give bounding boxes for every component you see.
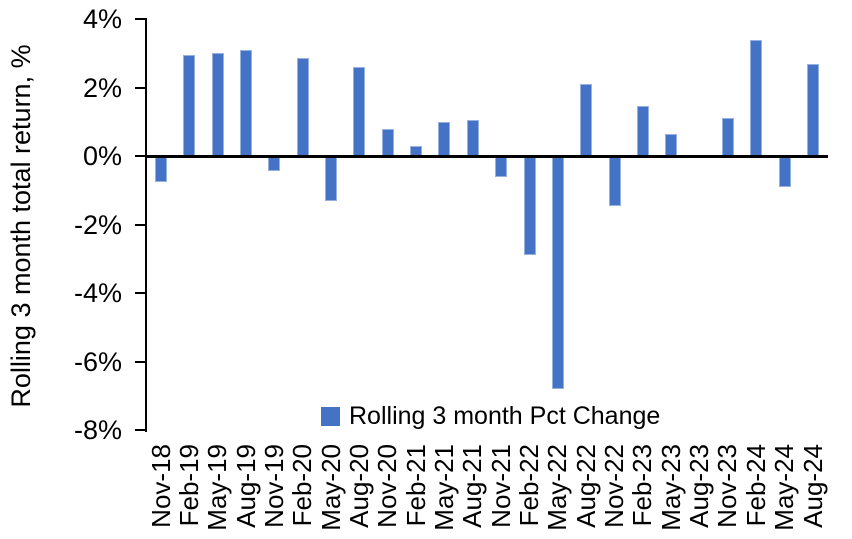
x-tick-label: May-24	[769, 444, 800, 531]
y-tick-mark	[135, 223, 147, 226]
y-tick-label: -4%	[73, 278, 122, 308]
bar	[636, 106, 649, 156]
x-tick-label: Nov-19	[258, 444, 289, 528]
bar	[325, 156, 338, 201]
bar	[155, 156, 167, 182]
y-tick-label: -8%	[73, 415, 122, 445]
legend-swatch-icon	[321, 407, 340, 426]
y-tick-mark	[135, 18, 147, 20]
y-tick-mark	[135, 86, 147, 89]
bar	[438, 121, 451, 156]
y-tick-label: -2%	[73, 209, 122, 240]
x-tick-label: Feb-20	[287, 444, 318, 527]
x-tick-label: Nov-20	[372, 444, 403, 528]
x-tick-label: Aug-19	[230, 444, 261, 528]
x-tick-label: May-20	[315, 444, 346, 531]
bar	[240, 49, 253, 156]
bar	[778, 156, 791, 187]
bar	[268, 156, 281, 172]
x-tick-label: Feb-22	[514, 444, 545, 527]
x-tick-label: Nov-23	[712, 444, 743, 528]
bar	[381, 128, 394, 156]
bar	[580, 84, 593, 156]
x-tick-label: May-19	[202, 444, 233, 531]
bar	[721, 118, 734, 156]
x-axis-zero-line	[145, 154, 828, 158]
bar	[495, 156, 508, 177]
x-tick-label: Nov-21	[485, 444, 516, 528]
y-tick-label: 2%	[82, 72, 122, 103]
y-tick-mark	[135, 292, 147, 294]
y-axis-line	[145, 19, 147, 432]
y-tick-mark	[135, 360, 147, 363]
bar	[211, 53, 224, 156]
x-tick-label: May-23	[655, 444, 686, 531]
y-tick-label: -6%	[73, 346, 122, 377]
bar	[551, 156, 564, 389]
y-tick-label: 0%	[82, 141, 122, 171]
x-tick-label: Feb-21	[400, 444, 431, 527]
y-tick-mark	[135, 429, 147, 431]
legend-label: Rolling 3 month Pct Change	[349, 402, 661, 430]
x-tick-label: Aug-23	[684, 444, 715, 528]
y-tick-label: 4%	[82, 4, 122, 34]
x-tick-label: May-22	[542, 444, 573, 531]
x-tick-label: Feb-24	[740, 444, 771, 527]
bar	[183, 54, 196, 156]
bar	[807, 63, 819, 156]
bar	[296, 58, 309, 156]
x-tick-label: Nov-22	[599, 444, 630, 528]
x-tick-label: Aug-20	[343, 444, 374, 528]
legend: Rolling 3 month Pct Change	[321, 402, 660, 431]
x-tick-label: May-21	[428, 444, 459, 531]
x-tick-label: Aug-22	[570, 444, 601, 528]
x-tick-label: Aug-21	[457, 444, 488, 528]
bar	[608, 156, 621, 206]
bar	[466, 120, 479, 156]
x-tick-label: Nov-18	[145, 444, 176, 528]
bar	[665, 133, 678, 156]
x-tick-label: Feb-23	[627, 444, 658, 527]
x-tick-label: Feb-19	[173, 444, 204, 527]
bar	[750, 39, 763, 156]
bar	[523, 156, 536, 256]
y-tick-mark	[135, 155, 147, 157]
bar	[353, 66, 366, 156]
x-tick-label: Aug-24	[797, 444, 828, 528]
